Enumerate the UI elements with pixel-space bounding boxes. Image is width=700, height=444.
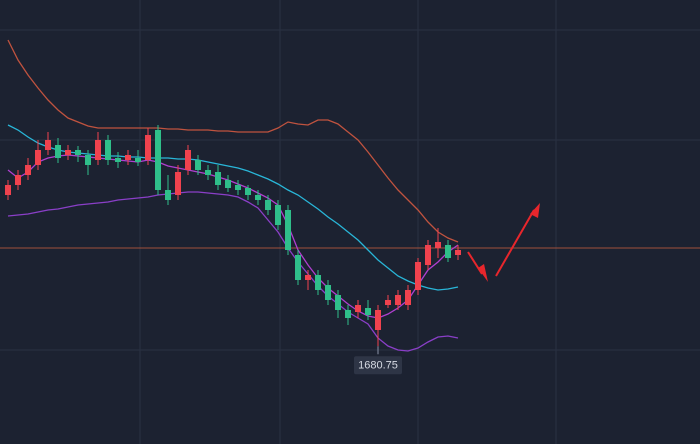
candle-body (85, 155, 91, 165)
candle-body (325, 285, 331, 300)
indicator-line (7, 191, 459, 352)
candle-body (275, 205, 281, 225)
arrow-head (478, 264, 488, 282)
candle-body (355, 305, 361, 312)
candle-body (235, 185, 241, 190)
low-label-box (354, 356, 402, 375)
arrow-down (467, 251, 483, 275)
candle-body (405, 290, 411, 305)
low-label: 1680.75 (358, 360, 398, 372)
candle-body (125, 155, 131, 160)
arrows (467, 203, 540, 282)
candle-body (385, 300, 391, 305)
candle-body (15, 175, 21, 185)
candle-body (135, 158, 141, 162)
candle-body (155, 130, 161, 190)
indicator-line (7, 124, 459, 291)
candle-body (195, 160, 201, 170)
indicator-line (7, 154, 459, 319)
candle-body (55, 145, 61, 158)
candle-body (175, 172, 181, 195)
indicator-line (7, 39, 459, 243)
candle-body (305, 275, 311, 280)
candle-body (225, 180, 231, 188)
candle-body (145, 135, 151, 160)
arrow-head (530, 203, 540, 218)
candle-body (375, 310, 381, 330)
candle-body (35, 150, 41, 165)
candle-body (435, 242, 441, 248)
candle-body (115, 158, 121, 162)
candle-body (265, 200, 271, 210)
candle-body (415, 262, 421, 290)
candle-body (455, 250, 461, 255)
candle-body (445, 245, 451, 258)
candle-body (75, 150, 81, 155)
candle-body (285, 210, 291, 250)
candle-body (165, 190, 171, 200)
candle-body (105, 140, 111, 160)
plot: 1680.75 (0, 39, 700, 375)
candle-body (345, 310, 351, 318)
candle-body (205, 170, 211, 175)
candle-body (255, 195, 261, 200)
candle-body (65, 150, 71, 155)
candle-body (395, 295, 401, 305)
candle-body (215, 172, 221, 185)
candle-body (245, 188, 251, 195)
candle-body (335, 295, 341, 310)
arrow-up (495, 209, 535, 277)
candle-body (315, 275, 321, 290)
candle-body (365, 308, 371, 315)
candle-body (425, 245, 431, 265)
candle-body (45, 140, 51, 150)
candle-body (5, 185, 11, 195)
candle-body (95, 140, 101, 160)
candle-body (295, 255, 301, 280)
candle-body (185, 150, 191, 170)
candle-body (25, 165, 31, 175)
